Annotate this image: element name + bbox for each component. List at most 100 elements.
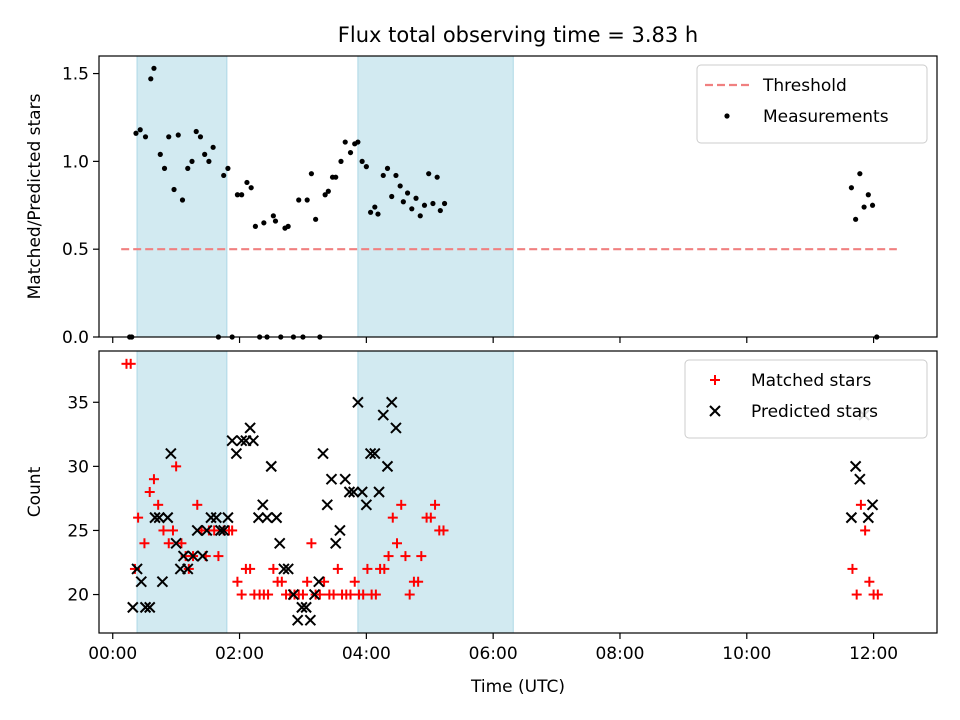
matched-star-point	[413, 576, 424, 587]
x-stroke-2	[287, 588, 300, 601]
measurement-point	[367, 209, 374, 215]
x-stroke-2	[214, 524, 227, 537]
matched-star-point	[163, 538, 174, 549]
x-stroke-2	[235, 435, 248, 447]
predicted-star-point	[300, 601, 312, 614]
predicted-star-point	[247, 435, 259, 447]
measurement-point	[347, 149, 354, 156]
predicted-star-point	[149, 511, 161, 524]
legend-label: Threshold	[762, 76, 847, 96]
x-stroke-2	[317, 447, 329, 460]
measurement-point	[244, 179, 250, 186]
measurement-point	[189, 158, 195, 164]
y-axis-label: Count	[25, 466, 45, 517]
x-tick-label: 02:00	[215, 644, 264, 664]
measurement-point	[342, 139, 348, 145]
predicted-star-point	[390, 422, 402, 434]
x-stroke-2	[862, 511, 875, 524]
x-stroke-2	[270, 511, 283, 524]
measurement-point	[865, 192, 871, 198]
predicted-star-point	[377, 409, 389, 421]
legend-box	[696, 64, 928, 144]
matched-star-point	[851, 589, 862, 600]
y-tick-label: 30	[67, 457, 89, 477]
measurement-point	[389, 193, 395, 200]
matched-star-point	[404, 589, 415, 600]
measurement-point	[202, 151, 208, 157]
measurement-point	[304, 197, 310, 203]
bottom-legend: Matched stars Predicted stars	[684, 359, 928, 439]
predicted-star-point	[287, 588, 300, 601]
x-stroke-2	[304, 614, 317, 626]
predicted-star-point	[849, 460, 862, 473]
predicted-star-point	[381, 460, 394, 473]
predicted-star-point	[261, 511, 273, 524]
matched-star-point	[425, 512, 436, 523]
measurement-point	[261, 220, 267, 226]
x-stroke-2	[156, 576, 169, 588]
measurement-point	[338, 158, 344, 164]
matched-star-point	[396, 499, 407, 510]
matched-star-point	[319, 576, 330, 587]
predicted-star-point	[214, 524, 227, 537]
predicted-star-point	[360, 499, 373, 511]
measurement-point	[171, 186, 177, 193]
top-axes-frame	[98, 55, 938, 338]
matched-star-point	[133, 512, 144, 523]
predicted-star-point	[296, 601, 308, 614]
x-stroke-2	[244, 422, 256, 434]
measurement-point	[861, 204, 867, 210]
x-stroke-2	[127, 601, 139, 614]
measurement-point	[322, 192, 328, 198]
x-stroke-2	[352, 396, 364, 408]
measurement-point	[179, 197, 186, 203]
measurement-point	[380, 172, 386, 179]
matched-star-point	[125, 358, 136, 369]
x-stroke-2	[177, 550, 190, 562]
x-stroke-2	[182, 563, 194, 575]
x-stroke-2	[334, 524, 346, 537]
matched-star-point	[263, 589, 274, 600]
matched-star-point	[370, 589, 381, 600]
x-stroke-2	[347, 486, 360, 498]
legend-measurement-swatch	[724, 113, 730, 119]
matched-star-point	[192, 499, 203, 510]
measurement-point	[234, 192, 241, 198]
measurement-point	[175, 132, 181, 138]
matched-star-point	[167, 525, 178, 536]
measurement-point	[151, 65, 157, 71]
x-stroke-2	[135, 576, 147, 588]
y-tick-label: 0.5	[62, 240, 89, 260]
measurement-point	[206, 158, 212, 164]
matched-star-point	[302, 576, 313, 587]
predicted-star-point	[196, 550, 209, 562]
predicted-star-point	[252, 511, 265, 524]
matched-star-point	[297, 589, 308, 600]
matched-star-point	[213, 551, 224, 562]
measurement-point	[384, 165, 391, 171]
measurement-point	[133, 130, 139, 136]
measurement-point	[210, 144, 216, 150]
x-tick-label: 10:00	[722, 644, 771, 664]
predicted-star-point	[217, 524, 230, 537]
measurement-point	[409, 206, 415, 212]
predicted-star-point	[265, 460, 277, 473]
x-stroke-2	[325, 473, 338, 485]
predicted-star-point	[334, 524, 346, 537]
matched-star-point	[430, 499, 441, 510]
measurement-point	[221, 172, 227, 179]
x-stroke-2	[191, 524, 203, 537]
matched-star-point	[872, 589, 883, 600]
x-stroke-2	[257, 499, 269, 511]
y-tick-label: 35	[67, 393, 89, 413]
predicted-star-point	[191, 524, 203, 537]
x-stroke-2	[187, 550, 199, 562]
matched-star-point	[209, 525, 220, 536]
x-stroke-2	[222, 511, 234, 524]
predicted-star-point	[273, 537, 286, 549]
measurement-point	[333, 174, 339, 180]
predicted-star-point	[177, 550, 190, 562]
legend-x-swatch-2	[709, 405, 721, 417]
x-stroke-2	[230, 447, 243, 460]
predicted-star-point	[854, 473, 866, 485]
